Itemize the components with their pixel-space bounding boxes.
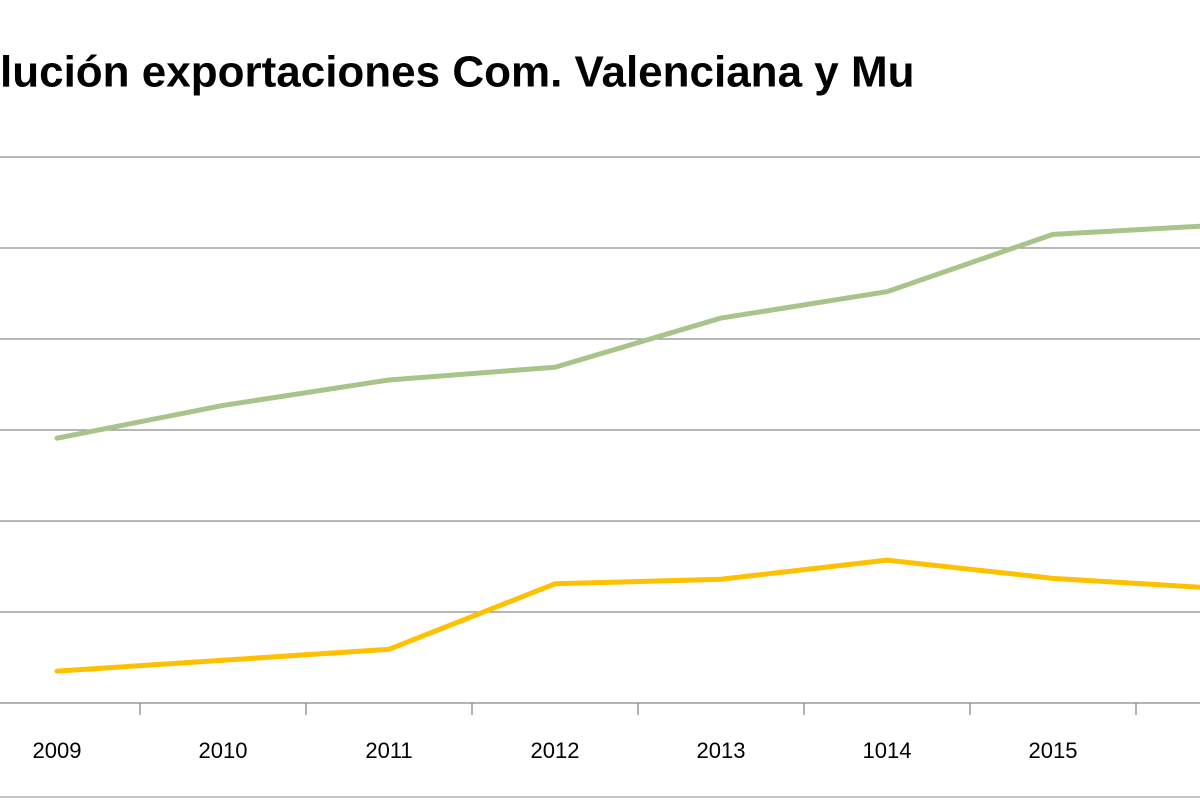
x-tick-label: 2011 xyxy=(365,738,412,763)
x-tick-label: 2012 xyxy=(531,738,580,763)
x-tick-label: 1014 xyxy=(863,738,912,763)
series-line xyxy=(54,557,1200,674)
x-tick-label: 2010 xyxy=(199,738,248,763)
x-tick-label: 2015 xyxy=(1029,738,1078,763)
chart-title: lución exportaciones Com. Valenciana y M… xyxy=(0,48,914,97)
series-line xyxy=(54,223,1200,441)
x-tick-label: 2009 xyxy=(33,738,82,763)
x-tick-label: 2013 xyxy=(697,738,746,763)
